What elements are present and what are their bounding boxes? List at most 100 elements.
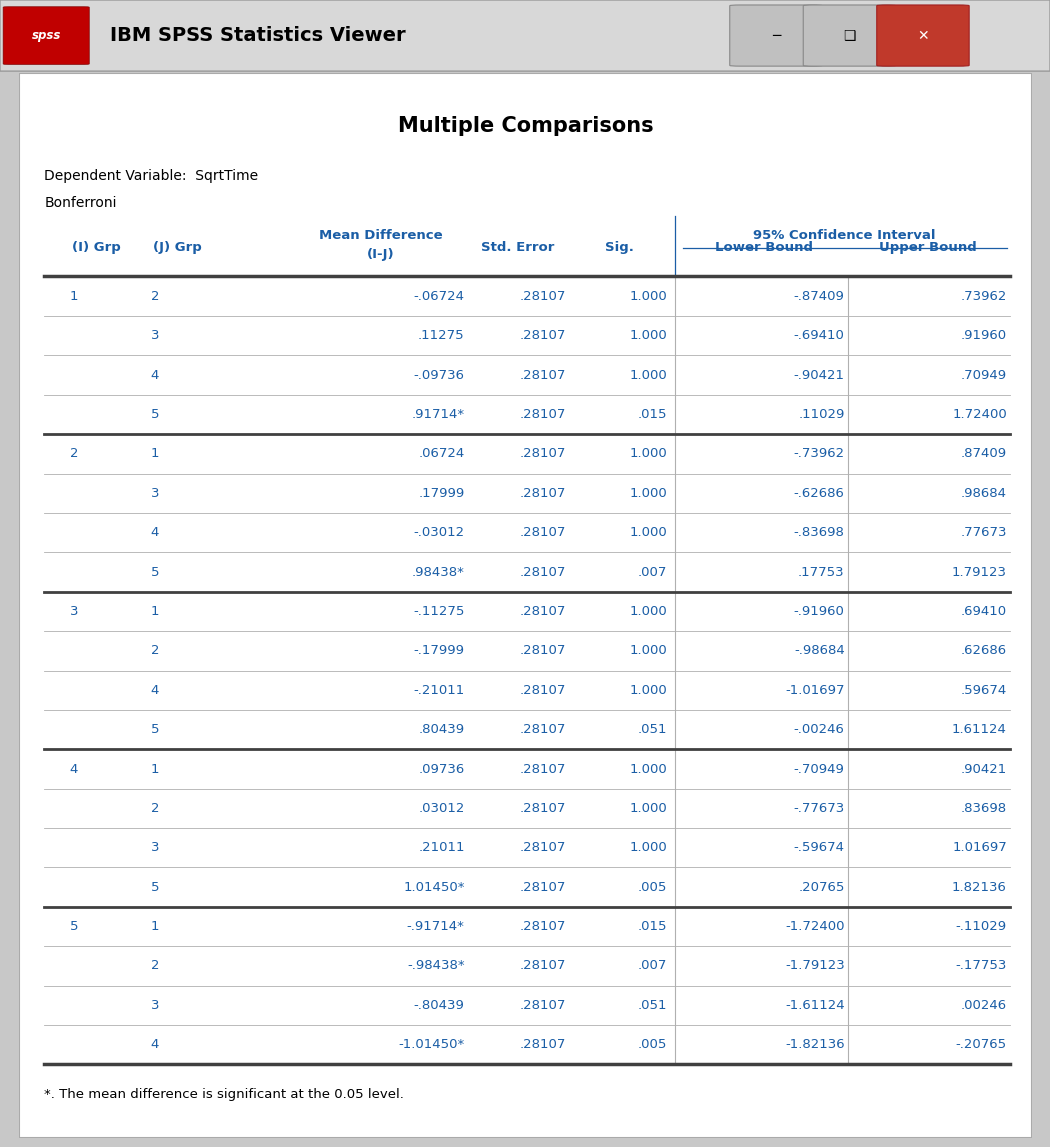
Bar <box>44 435 216 592</box>
Text: 1.000: 1.000 <box>630 329 668 342</box>
Text: .28107: .28107 <box>520 920 566 933</box>
Text: 1.000: 1.000 <box>630 684 668 696</box>
Text: .00246: .00246 <box>961 999 1007 1012</box>
Text: .28107: .28107 <box>520 290 566 303</box>
Text: .28107: .28107 <box>520 841 566 855</box>
FancyBboxPatch shape <box>877 5 969 67</box>
Text: -.90421: -.90421 <box>794 368 844 382</box>
Text: -.21011: -.21011 <box>414 684 465 696</box>
Text: -.69410: -.69410 <box>794 329 844 342</box>
Text: .28107: .28107 <box>520 329 566 342</box>
Text: .69410: .69410 <box>961 604 1007 618</box>
Text: Dependent Variable:  SqrtTime: Dependent Variable: SqrtTime <box>44 170 258 184</box>
Text: -1.79123: -1.79123 <box>785 959 844 973</box>
Text: -.70949: -.70949 <box>794 763 844 775</box>
Text: -.59674: -.59674 <box>794 841 844 855</box>
Text: -1.72400: -1.72400 <box>785 920 844 933</box>
Text: -.83698: -.83698 <box>794 526 844 539</box>
Text: -1.01450*: -1.01450* <box>399 1038 465 1051</box>
Text: .28107: .28107 <box>520 408 566 421</box>
Text: .11029: .11029 <box>798 408 844 421</box>
Text: ─: ─ <box>772 29 780 42</box>
Text: -.11275: -.11275 <box>414 604 465 618</box>
Text: .28107: .28107 <box>520 604 566 618</box>
Text: Std. Error: Std. Error <box>481 241 554 255</box>
Text: .11275: .11275 <box>418 329 465 342</box>
Text: .28107: .28107 <box>520 368 566 382</box>
Text: -1.01697: -1.01697 <box>785 684 844 696</box>
Text: .20765: .20765 <box>798 881 844 894</box>
Text: spss: spss <box>32 29 61 42</box>
FancyBboxPatch shape <box>19 73 1032 1138</box>
Text: .28107: .28107 <box>520 684 566 696</box>
Text: .007: .007 <box>638 565 668 578</box>
Text: 1: 1 <box>150 920 160 933</box>
Text: .70949: .70949 <box>961 368 1007 382</box>
FancyBboxPatch shape <box>0 0 1050 71</box>
Text: -.91960: -.91960 <box>794 604 844 618</box>
Text: .21011: .21011 <box>418 841 465 855</box>
Text: 5: 5 <box>150 408 160 421</box>
Text: 1.61124: 1.61124 <box>952 723 1007 736</box>
Text: ❑: ❑ <box>843 29 856 42</box>
Text: .03012: .03012 <box>418 802 465 814</box>
Text: .28107: .28107 <box>520 723 566 736</box>
Text: -.17753: -.17753 <box>956 959 1007 973</box>
Text: -.62686: -.62686 <box>794 486 844 500</box>
Bar <box>44 276 216 435</box>
Text: 3: 3 <box>150 999 160 1012</box>
Text: .051: .051 <box>638 723 668 736</box>
Text: 5: 5 <box>69 920 78 933</box>
Text: .28107: .28107 <box>520 959 566 973</box>
Text: .28107: .28107 <box>520 447 566 460</box>
Text: .28107: .28107 <box>520 526 566 539</box>
Text: .73962: .73962 <box>961 290 1007 303</box>
Text: .62686: .62686 <box>961 645 1007 657</box>
Text: .28107: .28107 <box>520 763 566 775</box>
Text: IBM SPSS Statistics Viewer: IBM SPSS Statistics Viewer <box>110 26 406 45</box>
Text: .91960: .91960 <box>961 329 1007 342</box>
Text: .77673: .77673 <box>961 526 1007 539</box>
Text: .28107: .28107 <box>520 565 566 578</box>
Text: .28107: .28107 <box>520 486 566 500</box>
Text: .87409: .87409 <box>961 447 1007 460</box>
Text: 1.72400: 1.72400 <box>952 408 1007 421</box>
Text: 1.01697: 1.01697 <box>952 841 1007 855</box>
Text: -.20765: -.20765 <box>956 1038 1007 1051</box>
Text: -.17999: -.17999 <box>414 645 465 657</box>
Text: 1.000: 1.000 <box>630 486 668 500</box>
Text: 1.000: 1.000 <box>630 604 668 618</box>
Text: 5: 5 <box>150 881 160 894</box>
Text: .007: .007 <box>638 959 668 973</box>
Text: Upper Bound: Upper Bound <box>880 241 978 255</box>
Text: 3: 3 <box>69 604 78 618</box>
Text: -.87409: -.87409 <box>794 290 844 303</box>
Text: 4: 4 <box>150 526 159 539</box>
Text: 1.000: 1.000 <box>630 645 668 657</box>
Text: 1.000: 1.000 <box>630 841 668 855</box>
Text: 2: 2 <box>150 290 160 303</box>
Text: 3: 3 <box>150 329 160 342</box>
Text: .17999: .17999 <box>419 486 465 500</box>
Text: .09736: .09736 <box>419 763 465 775</box>
Text: 4: 4 <box>150 368 159 382</box>
Text: 1: 1 <box>69 290 78 303</box>
Text: -.91714*: -.91714* <box>406 920 465 933</box>
Text: .005: .005 <box>638 1038 668 1051</box>
Text: 1.01450*: 1.01450* <box>403 881 465 894</box>
Text: .80439: .80439 <box>419 723 465 736</box>
Text: 95% Confidence Interval: 95% Confidence Interval <box>754 228 936 242</box>
Text: -.98438*: -.98438* <box>407 959 465 973</box>
Text: -.03012: -.03012 <box>414 526 465 539</box>
Text: .90421: .90421 <box>961 763 1007 775</box>
Text: 1.000: 1.000 <box>630 290 668 303</box>
Text: (I) Grp: (I) Grp <box>72 241 121 255</box>
FancyBboxPatch shape <box>3 7 89 64</box>
Text: -1.82136: -1.82136 <box>785 1038 844 1051</box>
Bar <box>44 907 216 1064</box>
Text: 1: 1 <box>150 447 160 460</box>
Text: 1.000: 1.000 <box>630 802 668 814</box>
Text: 1.000: 1.000 <box>630 368 668 382</box>
Text: 4: 4 <box>150 1038 159 1051</box>
Text: Bonferroni: Bonferroni <box>44 196 117 210</box>
